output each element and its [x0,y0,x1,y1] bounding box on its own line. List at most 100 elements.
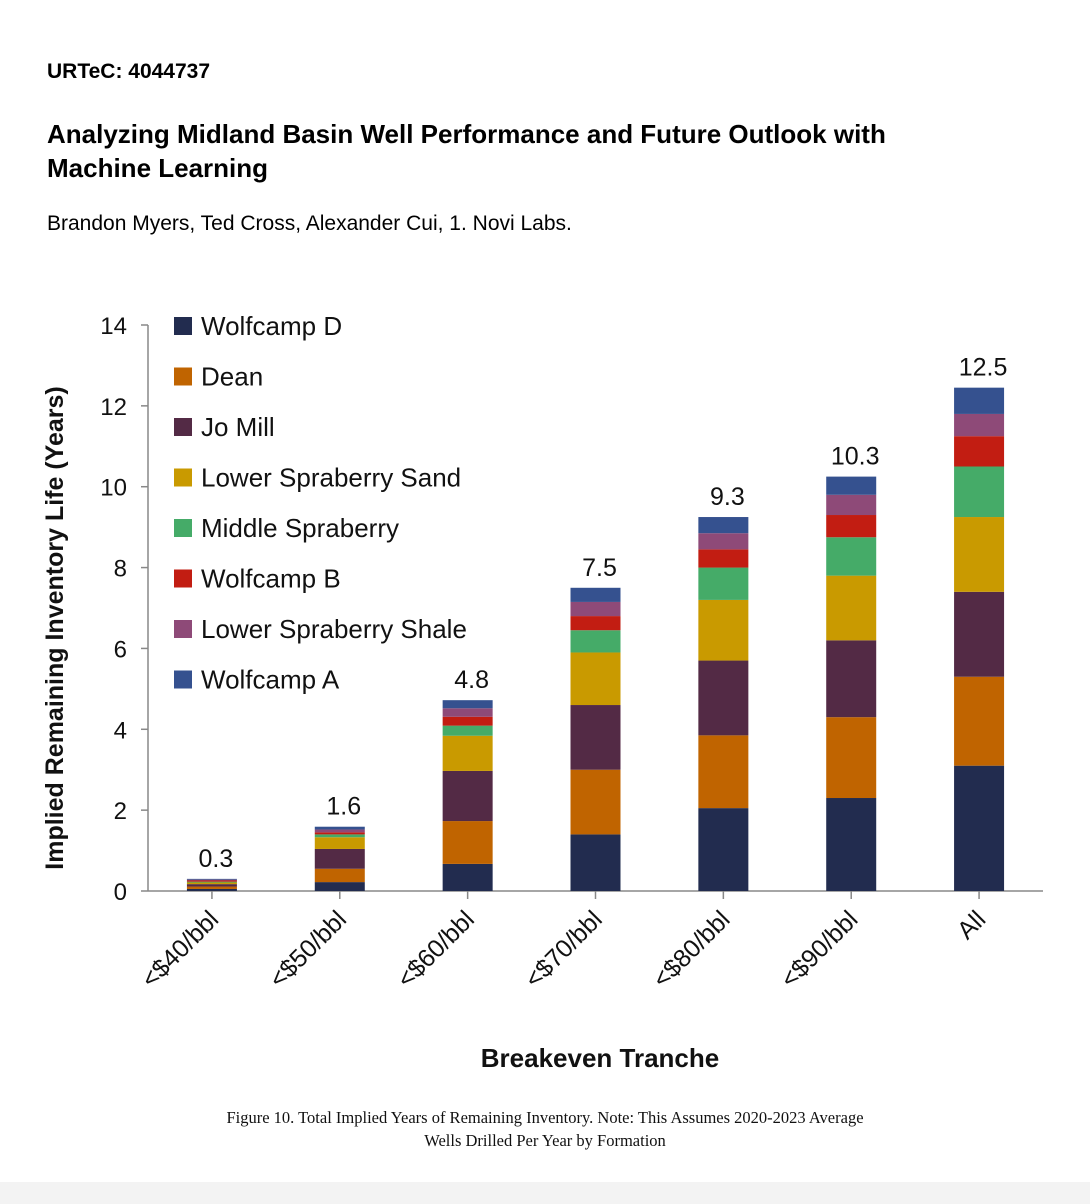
bar-segment-wolfcamp-d [570,834,621,891]
bar-segment-lower-spraberry-shale [954,413,1005,437]
bar-segment-wolfcamp-a [954,387,1005,414]
authors: Brandon Myers, Ted Cross, Alexander Cui,… [47,212,572,235]
x-tick-label: <$60/bbl [392,905,480,993]
bar-segment-wolfcamp-d [826,798,877,891]
bar-segment-wolfcamp-a [314,826,365,830]
bar-total-label: 0.3 [199,845,234,873]
bar-segment-jo-mill [570,705,621,770]
bar-segment-middle-spraberry [314,834,365,838]
bar-segment-wolfcamp-d [442,863,493,891]
bar-segment-jo-mill [698,660,749,736]
bar-segment-jo-mill [186,884,237,887]
title-line-1: Analyzing Midland Basin Well Performance… [47,119,886,149]
bar-segment-wolfcamp-b [954,436,1005,467]
caption-line-2: Wells Drilled Per Year by Formation [424,1131,666,1150]
bar-segment-wolfcamp-b [698,549,749,568]
bar-segment-lower-spraberry-sand [314,837,365,849]
y-tick-label: 14 [100,313,127,340]
bar-segment-dean [570,769,621,835]
x-tick-label: <$50/bbl [264,905,352,993]
bar-segment-dean [186,886,237,889]
bar-segment-lower-spraberry-shale [698,533,749,550]
bar-segment-middle-spraberry [186,881,237,883]
title-line-2: Machine Learning [47,153,269,183]
bar-segment-wolfcamp-a [570,587,621,602]
legend-label: Jo Mill [201,412,275,442]
bar-segment-jo-mill [314,848,365,869]
caption-line-1: Figure 10. Total Implied Years of Remain… [226,1108,864,1127]
bar-segment-dean [826,717,877,799]
paper-id: URTeC: 4044737 [47,60,211,83]
page-bottom-strip [0,1182,1090,1204]
legend-label: Wolfcamp A [201,665,340,695]
bar-segment-lower-spraberry-shale [570,601,621,617]
bar-total-label: 1.6 [326,793,361,821]
legend-label: Lower Spraberry Shale [201,614,467,644]
y-tick-label: 6 [114,636,127,663]
bar-segment-lower-spraberry-sand [826,575,877,641]
legend-label: Lower Spraberry Sand [201,463,461,493]
bar-segment-lower-spraberry-shale [314,829,365,833]
bar-segment-wolfcamp-b [826,515,877,538]
legend-swatch [174,569,192,588]
y-tick-label: 12 [100,394,127,421]
bar-total-label: 10.3 [831,443,880,471]
bar-segment-wolfcamp-a [826,476,877,495]
legend-swatch [174,468,192,487]
bar-segment-lower-spraberry-sand [698,599,749,661]
x-tick-label: <$70/bbl [520,905,608,993]
x-tick-label: <$90/bbl [775,905,863,993]
bar-segment-dean [698,735,749,809]
bar-segment-jo-mill [954,591,1005,677]
bar-segment-wolfcamp-d [186,888,237,891]
legend-label: Wolfcamp B [201,564,341,594]
legend-swatch [174,317,192,335]
bar-segment-wolfcamp-a [186,878,237,880]
bar-segment-middle-spraberry [570,630,621,653]
figure-caption: Figure 10. Total Implied Years of Remain… [0,1106,1090,1152]
legend-swatch [174,670,192,689]
bar-segment-wolfcamp-b [186,880,237,882]
bar-segment-lower-spraberry-shale [442,708,493,717]
bar-segment-wolfcamp-b [314,832,365,835]
x-tick-label: All [952,905,991,944]
bar-segment-wolfcamp-b [570,616,621,631]
y-tick-label: 8 [114,556,127,583]
bar-segment-lower-spraberry-sand [570,652,621,706]
bar-segment-jo-mill [826,640,877,718]
bar-segment-jo-mill [442,770,493,822]
legend-swatch [174,418,192,436]
y-tick-label: 2 [114,798,127,825]
y-tick-label: 10 [100,475,127,502]
paper-title: Analyzing Midland Basin Well Performance… [47,117,1047,185]
bar-segment-middle-spraberry [954,466,1005,518]
bar-segment-lower-spraberry-shale [186,879,237,881]
bar-segment-middle-spraberry [442,725,493,736]
legend-swatch [174,367,192,386]
bar-segment-lower-spraberry-sand [954,517,1005,592]
legend-swatch [174,519,192,537]
bar-segment-dean [954,676,1005,766]
legend-label: Wolfcamp D [201,311,342,341]
legend-label: Dean [201,362,263,392]
bar-segment-dean [314,868,365,883]
stacked-bar-chart: 0 2 4 6 8 10 12 14 0.3 <$40/bbl 1.6 <$50/bbl 4.8 <$60… [41,311,1043,1073]
bar-segment-wolfcamp-a [698,517,749,534]
bar-total-label: 9.3 [710,483,745,511]
y-axis-title: Implied Remaining Inventory Life (Years) [41,386,69,869]
bar-segment-lower-spraberry-sand [442,735,493,771]
bar-segment-wolfcamp-d [954,765,1005,891]
bar-segment-dean [442,821,493,864]
bar-segment-lower-spraberry-shale [826,494,877,516]
y-tick-label: 4 [114,717,127,744]
bar-segment-lower-spraberry-sand [186,882,237,885]
bar-segment-wolfcamp-b [442,716,493,726]
x-tick-label: <$40/bbl [136,905,224,993]
x-tick-label: <$80/bbl [647,905,735,993]
bar-total-label: 12.5 [959,354,1008,382]
bar-segment-wolfcamp-a [442,700,493,709]
legend-swatch [174,620,192,638]
bar-total-label: 7.5 [582,554,617,582]
bar-total-label: 4.8 [454,666,489,694]
bar-segment-wolfcamp-d [698,808,749,891]
